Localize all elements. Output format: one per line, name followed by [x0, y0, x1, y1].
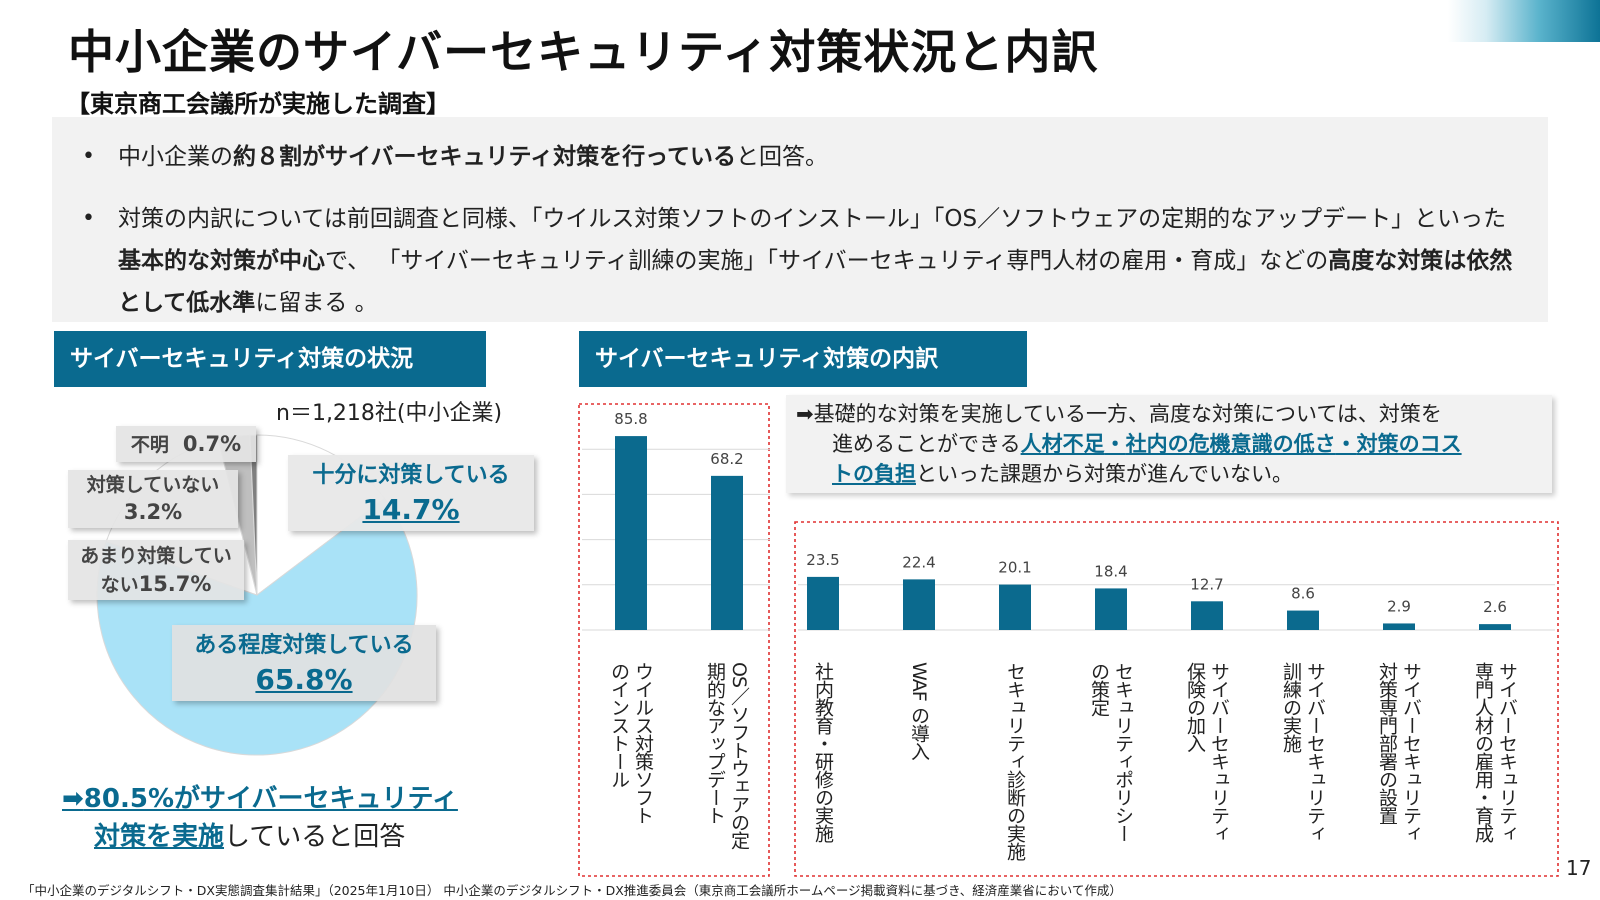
pie-label-none: 対策していない 3.2%: [68, 470, 238, 528]
pie-label-little-value: 15.7%: [138, 572, 212, 596]
pie-label-none-value: 3.2%: [123, 500, 183, 524]
pie-label-some-text: ある程度対策している: [194, 633, 414, 658]
pie-label-full-value: 14.7%: [362, 493, 460, 526]
category-label: OS／ソフトウェアの定: [728, 662, 750, 850]
callout-text-2: 進めることができる: [832, 432, 1021, 456]
bar: [1095, 588, 1127, 630]
bar: [999, 584, 1031, 630]
pie-label-some-value: 65.8%: [255, 663, 353, 696]
category-label: のインストール: [608, 662, 630, 788]
bar-value-label: 23.5: [806, 551, 839, 569]
bar-chart-bars: [615, 436, 1511, 630]
bar-chart-frames: [578, 403, 1559, 877]
source-footnote: 「中小企業のデジタルシフト・DX実態調査集計結果」（2025年1月10日） 中小…: [22, 883, 1122, 898]
category-label: サイバーセキュリティ: [1208, 662, 1230, 842]
category-label: 対策専門部署の設置: [1376, 662, 1398, 825]
bar: [807, 576, 839, 630]
category-label: サイバーセキュリティ: [1400, 662, 1422, 842]
pie-label-little-text-2: ない: [100, 574, 139, 596]
header-accent-bar: [1448, 0, 1600, 42]
sample-size-label: n＝1,218社(中小企業): [276, 401, 503, 426]
breakdown-section-label: サイバーセキュリティ対策の内訳: [579, 331, 1027, 387]
bar-value-label: 20.1: [998, 559, 1031, 577]
bullet-dot: •: [82, 144, 95, 169]
category-label: 専門人材の雇用・育成: [1472, 662, 1494, 843]
category-label: 訓練の実施: [1280, 662, 1302, 753]
conclusion-highlight-2: 対策を実施: [94, 822, 225, 852]
callout-text-3: といった課題から対策が進んでいない。: [916, 462, 1293, 486]
summary-bullet-1: • 中小企業の約８割がサイバーセキュリティ対策を行っていると回答。: [82, 136, 829, 178]
pie-label-none-text: 対策していない: [86, 474, 220, 496]
bar: [1287, 610, 1319, 630]
summary-bullet-2: • 対策の内訳については前回調査と同様、「ウイルス対策ソフトのインストール」「OS…: [82, 198, 1528, 324]
page-subtitle: 【東京商工会議所が実施した調査】: [66, 90, 450, 118]
category-label: の策定: [1088, 662, 1110, 717]
callout-link-talent: 人材不足: [1020, 432, 1105, 456]
category-label: WAF の導入: [908, 662, 930, 760]
conclusion-rest: していると回答: [224, 822, 406, 852]
bullet2-part1: 対策の内訳については前回調査と同様、「ウイルス対策ソフトのインストール」「OS／…: [118, 206, 1507, 232]
bar: [903, 579, 935, 630]
bar: [1191, 601, 1223, 630]
category-label: ウイルス対策ソフト: [632, 662, 654, 824]
bar: [1383, 623, 1415, 630]
category-label: 保険の加入: [1184, 662, 1206, 752]
bar-value-label: 85.8: [614, 410, 647, 428]
pie-label-unknown-value: 0.7%: [182, 432, 242, 456]
category-label: サイバーセキュリティ: [1304, 662, 1326, 842]
bullet1-pre: 中小企業の: [118, 144, 233, 170]
pie-label-full: 十分に対策している 14.7%: [288, 455, 534, 531]
pie-label-unknown-text: 不明: [130, 434, 169, 456]
summary-box: [52, 117, 1548, 322]
category-label: 社内教育・研修の実施: [812, 662, 834, 843]
bullet2-bold2: 高度な対策は依然として低水準: [118, 248, 1513, 316]
bar: [1479, 624, 1511, 630]
category-label: サイバーセキュリティ: [1496, 662, 1518, 842]
bullet2-part3: に留まる 。: [255, 290, 378, 316]
pie-label-some: ある程度対策している 65.8%: [172, 625, 436, 701]
bar-value-label: 2.6: [1483, 598, 1507, 616]
conclusion-highlight-1: 80.5%がサイバーセキュリティ: [83, 784, 458, 814]
basic-measures-frame: [578, 403, 770, 877]
bullet2-bold1: 基本的な対策が中心: [118, 248, 325, 274]
callout-link-awareness: 社内の危機意識の低さ: [1125, 432, 1336, 456]
pie-label-little: あまり対策してい ない15.7%: [68, 540, 244, 600]
callout-text-1: 基礎的な対策を実施している一方、高度な対策については、対策を: [813, 402, 1442, 426]
callout-link-cost-a: 対策のコス: [1356, 432, 1462, 456]
conclusion-text: ➡80.5%がサイバーセキュリティ 対策を実施していると回答: [62, 780, 458, 856]
bar-value-label: 2.9: [1387, 597, 1411, 615]
bar: [711, 475, 743, 630]
callout-link-cost-b: トの負担: [832, 462, 916, 486]
category-label: 期的なアップデート: [704, 662, 726, 824]
pie-label-little-text-1: あまり対策してい: [80, 545, 232, 567]
pie-label-unknown: 不明 0.7%: [116, 426, 256, 462]
bullet1-post: と回答。: [736, 144, 829, 170]
bullet-dot: •: [82, 206, 95, 231]
page-title: 中小企業のサイバーセキュリティ対策状況と内訳: [68, 25, 1099, 79]
bar-chart-labels: 85.8 ウイルス対策ソフトのインストール 68.2 OS／ソフトウェアの定期的なアッ…: [608, 410, 1518, 861]
status-section-label: サイバーセキュリティ対策の状況: [54, 331, 486, 387]
page-number: 17: [1566, 856, 1592, 880]
bar-value-label: 68.2: [710, 450, 743, 468]
arrow-icon: ➡: [62, 784, 84, 814]
callout-sep-1: ・: [1104, 432, 1126, 456]
bar-value-label: 8.6: [1291, 585, 1315, 603]
bullet2-part2: で、 「サイバーセキュリティ訓練の実施」「サイバーセキュリティ専門人材の雇用・育…: [325, 248, 1329, 274]
arrow-icon: ➡: [796, 402, 814, 426]
bar-value-label: 12.7: [1190, 575, 1223, 593]
category-label: セキュリティポリシー: [1112, 662, 1134, 842]
bar-value-label: 18.4: [1094, 562, 1127, 580]
category-label: セキュリティ診断の実施: [1004, 662, 1026, 861]
callout-sep-2: ・: [1335, 432, 1357, 456]
pie-label-full-text: 十分に対策している: [312, 463, 510, 488]
bar-value-label: 22.4: [902, 553, 935, 571]
callout-box: ➡基礎的な対策を実施している一方、高度な対策については、対策を 進めることができ…: [786, 395, 1552, 493]
bar: [615, 436, 647, 630]
bullet1-bold: 約８割がサイバーセキュリティ対策を行っている: [233, 144, 737, 170]
